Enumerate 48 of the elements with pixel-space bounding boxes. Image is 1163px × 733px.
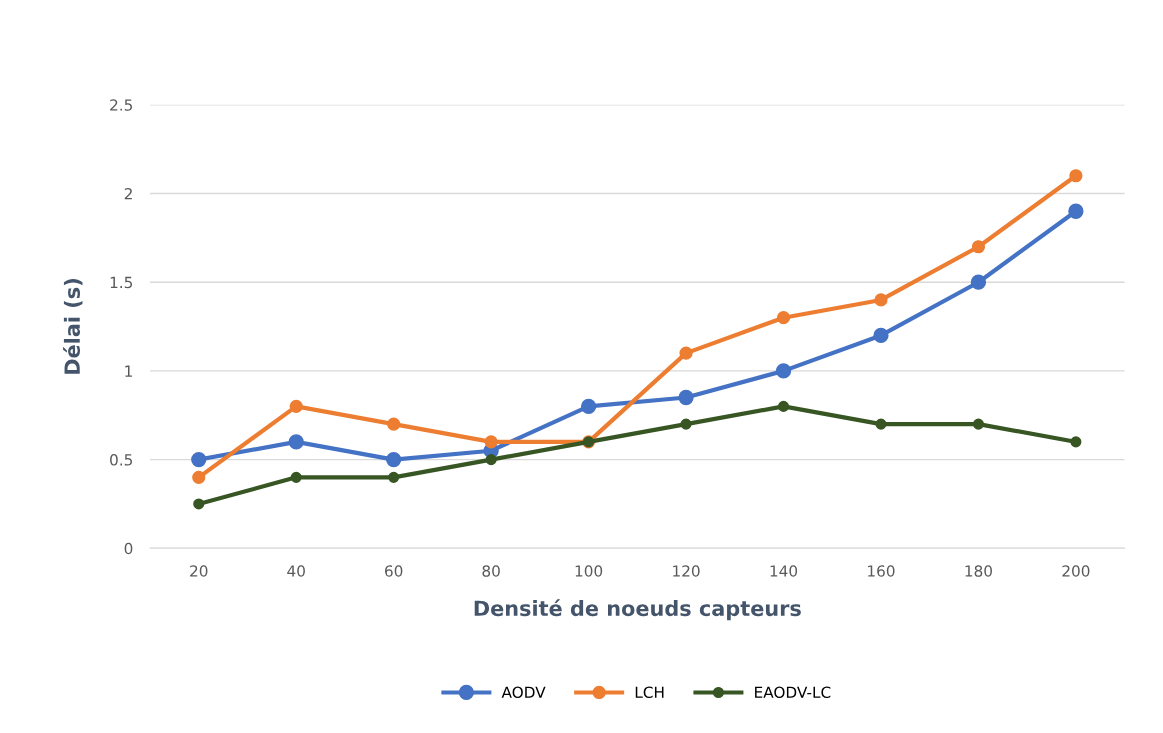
point <box>678 389 694 406</box>
x-tick-label: 40 <box>287 565 305 577</box>
point <box>289 399 303 413</box>
point <box>388 471 400 483</box>
legend-label: LCH <box>635 686 664 699</box>
point <box>387 417 401 431</box>
x-tick-label: 80 <box>482 565 500 577</box>
legend-label: AODV <box>501 686 546 699</box>
point <box>1069 169 1083 183</box>
point <box>971 240 986 254</box>
x-axis-title: Densité de noeuds capteurs <box>474 599 801 621</box>
point <box>874 293 888 307</box>
point <box>580 398 597 415</box>
point <box>679 346 693 360</box>
y-axis-title: Délai (s) <box>63 279 83 374</box>
point <box>1068 203 1084 219</box>
point <box>484 435 498 449</box>
point <box>288 434 304 450</box>
x-tick-label: 200 <box>1062 565 1090 577</box>
x-tick-label: 60 <box>385 565 403 577</box>
y-tick-label: 2 <box>124 187 132 200</box>
point <box>873 327 889 344</box>
point <box>875 418 887 430</box>
point <box>191 451 207 468</box>
point <box>970 274 987 290</box>
point <box>192 470 206 484</box>
y-tick-label: 1.5 <box>110 276 133 289</box>
point <box>386 451 402 468</box>
point <box>1070 436 1082 448</box>
point <box>972 418 984 430</box>
point <box>485 454 497 466</box>
legend-label: EAODV-LC <box>755 686 831 699</box>
y-tick-label: 1 <box>125 365 132 377</box>
x-tick-label: 20 <box>190 565 208 577</box>
y-tick-label: 2.5 <box>110 99 133 111</box>
x-tick-label: 100 <box>575 565 603 577</box>
point <box>680 418 692 430</box>
y-tick-label: 0 <box>124 542 133 555</box>
point <box>775 363 792 379</box>
point <box>776 311 791 325</box>
x-tick-label: 140 <box>770 565 798 577</box>
y-tick-label: 0.5 <box>110 454 133 466</box>
x-tick-label: 160 <box>868 565 895 577</box>
point <box>777 400 790 412</box>
point <box>290 471 302 483</box>
point <box>193 498 205 510</box>
x-tick-label: 180 <box>965 565 992 577</box>
x-tick-label: 120 <box>673 565 700 577</box>
